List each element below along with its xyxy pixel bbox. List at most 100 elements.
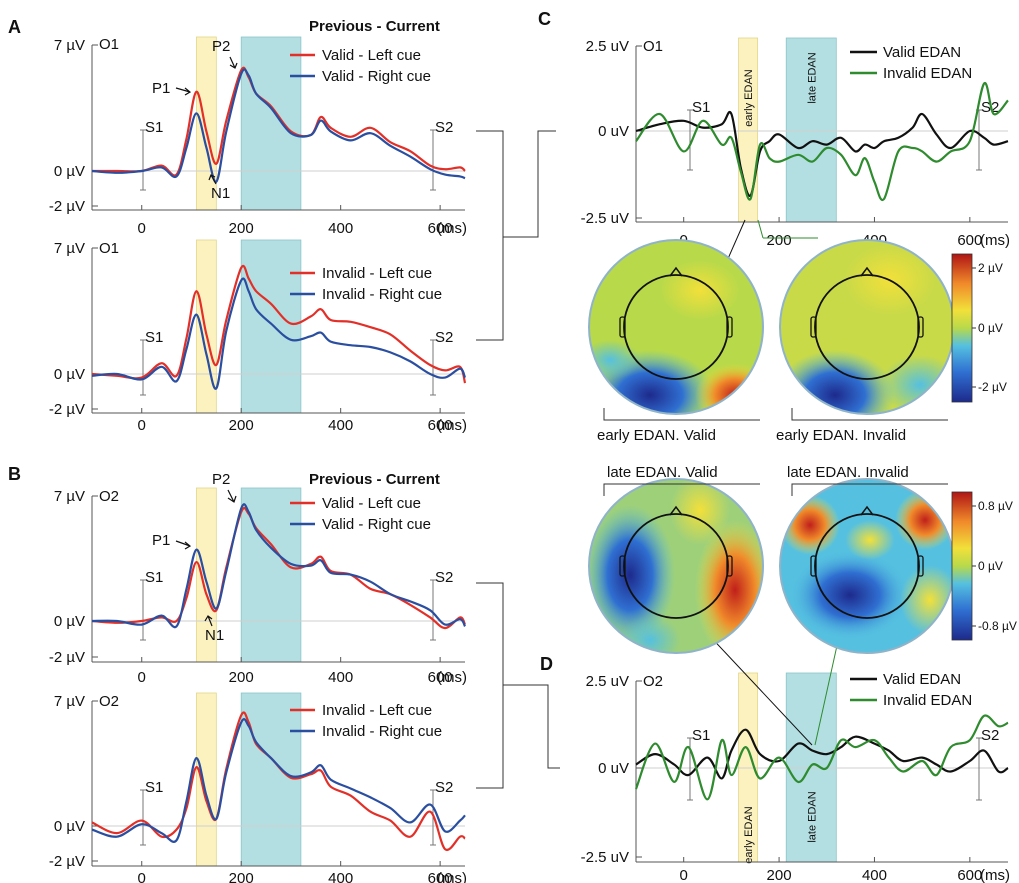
topomap-early-invalid bbox=[779, 239, 955, 415]
n1-label: N1 bbox=[211, 185, 230, 202]
x-tick-label: 0 bbox=[138, 669, 146, 686]
topomap-late-invalid bbox=[779, 478, 955, 654]
series-line-green bbox=[634, 714, 1009, 801]
channel-label: O2 bbox=[99, 693, 119, 710]
channel-label: O1 bbox=[99, 240, 119, 257]
early-window bbox=[196, 692, 217, 867]
legend-label: Invalid EDAN bbox=[883, 692, 972, 709]
late-window-label: late EDAN bbox=[806, 791, 818, 842]
colorbar-label: 0 µV bbox=[978, 559, 1003, 573]
s1-label: S1 bbox=[145, 329, 163, 346]
bracket-b-to-d bbox=[476, 582, 560, 789]
connector-line bbox=[757, 219, 764, 239]
x-unit-label: (ms) bbox=[437, 669, 467, 686]
series-line-blue bbox=[91, 718, 466, 843]
x-unit-label: (ms) bbox=[437, 870, 467, 883]
x-tick-label: 200 bbox=[767, 232, 792, 249]
x-tick-label: 0 bbox=[138, 220, 146, 237]
s1-label: S1 bbox=[692, 99, 710, 116]
x-unit-label: (ms) bbox=[980, 232, 1010, 249]
p1-label: P1 bbox=[152, 532, 170, 549]
legend-label: Valid EDAN bbox=[883, 44, 961, 61]
legend-label: Invalid EDAN bbox=[883, 65, 972, 82]
connector-line bbox=[705, 631, 813, 746]
series-line-red bbox=[91, 264, 467, 384]
topomap-caption: late EDAN. Invalid bbox=[787, 464, 909, 481]
colorbar-label: 0.8 µV bbox=[978, 499, 1013, 513]
colorbar-label: -0.8 µV bbox=[978, 619, 1017, 633]
caption-bracket bbox=[603, 483, 760, 496]
s1-label: S1 bbox=[145, 119, 163, 136]
late-window bbox=[785, 37, 837, 223]
bracket-a-to-c bbox=[476, 130, 556, 341]
y-tick-label: 7 µV bbox=[54, 240, 85, 257]
s2-label: S2 bbox=[435, 119, 453, 136]
x-tick-label: 600 bbox=[428, 669, 453, 686]
y-tick-label: 7 µV bbox=[54, 693, 85, 710]
s2-label: S2 bbox=[981, 727, 999, 744]
legend-label: Invalid - Right cue bbox=[322, 286, 442, 303]
late-window-label: late EDAN bbox=[806, 52, 818, 103]
y-tick-label: 0 µV bbox=[54, 613, 85, 630]
topomap-early-valid bbox=[588, 239, 764, 415]
panel-label-a: A bbox=[8, 17, 21, 37]
x-tick-label: 600 bbox=[428, 220, 453, 237]
caption-bracket bbox=[791, 408, 948, 421]
y-tick-label: 0 uV bbox=[598, 760, 629, 777]
x-tick-label: 400 bbox=[862, 867, 887, 883]
series-line-black bbox=[635, 728, 1009, 780]
panel-label-d: D bbox=[540, 654, 553, 674]
late-window bbox=[240, 36, 302, 211]
x-tick-label: 600 bbox=[428, 870, 453, 883]
y-tick-label: 2.5 uV bbox=[586, 673, 629, 690]
x-tick-label: 600 bbox=[957, 867, 982, 883]
legend-label: Invalid - Left cue bbox=[322, 265, 432, 282]
y-tick-label: -2 µV bbox=[49, 198, 85, 215]
topomap-caption: late EDAN. Valid bbox=[607, 464, 718, 481]
n1-label: N1 bbox=[205, 627, 224, 644]
series-line-blue bbox=[91, 277, 467, 390]
colorbar-label: 0 µV bbox=[978, 321, 1003, 335]
early-window-label: early EDAN bbox=[743, 69, 755, 127]
x-tick-label: 400 bbox=[328, 669, 353, 686]
x-tick-label: 0 bbox=[138, 417, 146, 434]
legend-label: Valid EDAN bbox=[883, 671, 961, 688]
p1-arrow bbox=[175, 87, 192, 96]
series-line-red bbox=[91, 506, 466, 630]
p2-label: P2 bbox=[212, 471, 230, 488]
y-tick-label: -2 µV bbox=[49, 853, 85, 870]
colorbar-label: 2 µV bbox=[978, 261, 1003, 275]
y-tick-label: 0 uV bbox=[598, 123, 629, 140]
topomap-late-valid bbox=[588, 478, 764, 654]
y-tick-label: 0 µV bbox=[54, 366, 85, 383]
chart-a-bottom: 7 µV 0 µV -2 µV 0 200 400 600(ms) O1 S1 S2 bbox=[49, 239, 467, 434]
channel-label: O2 bbox=[643, 673, 663, 690]
x-unit-label: (ms) bbox=[437, 417, 467, 434]
x-tick-label: 600 bbox=[428, 417, 453, 434]
s2-label: S2 bbox=[435, 329, 453, 346]
p1-arrow bbox=[175, 540, 192, 550]
channel-label: O2 bbox=[99, 488, 119, 505]
chart-a-top: 7 µV 0 µV -2 µV 0 200 400 600(ms) O1 S1 S2 bbox=[49, 36, 467, 237]
series-line-blue bbox=[91, 68, 466, 183]
x-unit-label: (ms) bbox=[980, 867, 1010, 883]
channel-label: O1 bbox=[99, 36, 119, 53]
y-tick-label: 7 µV bbox=[54, 488, 85, 505]
x-tick-label: 200 bbox=[229, 417, 254, 434]
x-tick-label: 400 bbox=[328, 417, 353, 434]
legend-label: Invalid - Left cue bbox=[322, 702, 432, 719]
legend-label: Invalid - Right cue bbox=[322, 723, 442, 740]
late-window bbox=[240, 692, 302, 867]
x-tick-label: 200 bbox=[767, 867, 792, 883]
s1-label: S1 bbox=[145, 779, 163, 796]
chart-b-bottom: 7 µV 0 µV -2 µV 0 200 400 600(ms) O2 S1 S2 bbox=[49, 692, 467, 883]
legend-title-b: Previous - Current bbox=[309, 471, 440, 488]
chart-b-top: 7 µV 0 µV -2 µV 0 200 400 600(ms) O2 S1 S2 bbox=[49, 487, 467, 686]
legend-title-a: Previous - Current bbox=[309, 18, 440, 35]
colorbar-label: -2 µV bbox=[978, 380, 1007, 394]
x-tick-label: 600 bbox=[957, 232, 982, 249]
y-tick-label: -2.5 uV bbox=[581, 210, 629, 227]
chart-d-edan: early EDAN late EDAN 2.5 uV 0 uV -2.5 uV 0 200… bbox=[581, 672, 1010, 883]
series-line-black bbox=[635, 111, 1009, 197]
